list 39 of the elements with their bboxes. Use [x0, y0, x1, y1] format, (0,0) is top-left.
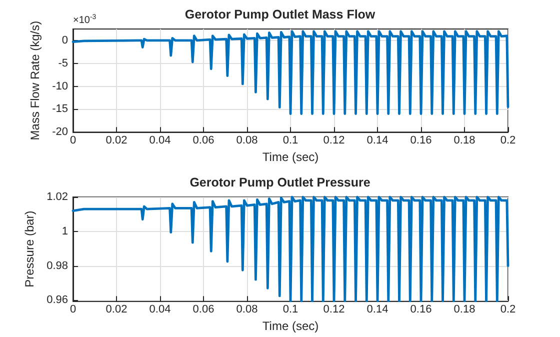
x-tick-label: 0.14	[366, 304, 388, 316]
line-series	[72, 196, 510, 302]
x-tick-label: 0.1	[282, 134, 298, 147]
chart-title: Gerotor Pump Outlet Mass Flow	[184, 8, 376, 22]
y-tick-label: 0.96	[46, 294, 68, 306]
x-tick-label: 0	[70, 134, 76, 147]
x-tick-label: 0.2	[500, 134, 516, 147]
x-tick-label: 0.12	[323, 304, 345, 316]
y-tick-label: 1	[62, 225, 68, 238]
y-tick-label: 0.98	[46, 260, 68, 272]
y-tick-label: 0	[62, 34, 68, 46]
x-tick-label: 0	[70, 304, 76, 316]
x-tick-label: 0.12	[323, 134, 345, 147]
y-axis-title: Pressure (bar)	[22, 210, 37, 288]
x-axis-title: Time (sec)	[262, 319, 319, 333]
y-tick-label: -15	[52, 103, 68, 116]
line-series	[72, 30, 510, 115]
x-tick-label: 0.06	[192, 304, 214, 316]
x-tick-label: 0.02	[106, 304, 128, 316]
y-axis-title: Mass Flow Rate (kg/s)	[28, 20, 42, 140]
x-axis-title: Time (sec)	[262, 150, 319, 164]
chart-title: Gerotor Pump Outlet Pressure	[190, 176, 370, 190]
x-tick-label: 0.1	[282, 304, 298, 316]
y-tick-label: -10	[52, 80, 68, 92]
x-tick-label: 0.08	[236, 134, 258, 147]
x-tick-label: 0.04	[149, 134, 171, 147]
x-tick-label: 0.06	[192, 134, 214, 147]
x-tick-label: 0.14	[366, 134, 388, 147]
x-tick-label: 0.16	[410, 304, 432, 316]
x-tick-label: 0.08	[236, 304, 258, 316]
y-tick-label: -20	[52, 126, 68, 138]
x-tick-label: 0.2	[500, 304, 516, 316]
y-tick-label: 1.02	[46, 191, 68, 203]
x-tick-label: 0.04	[149, 304, 171, 316]
x-tick-label: 0.18	[454, 134, 476, 147]
x-tick-label: 0.18	[454, 304, 476, 316]
x-tick-label: 0.16	[410, 134, 432, 147]
y-tick-label: -5	[58, 57, 68, 70]
x-tick-label: 0.02	[106, 134, 128, 147]
